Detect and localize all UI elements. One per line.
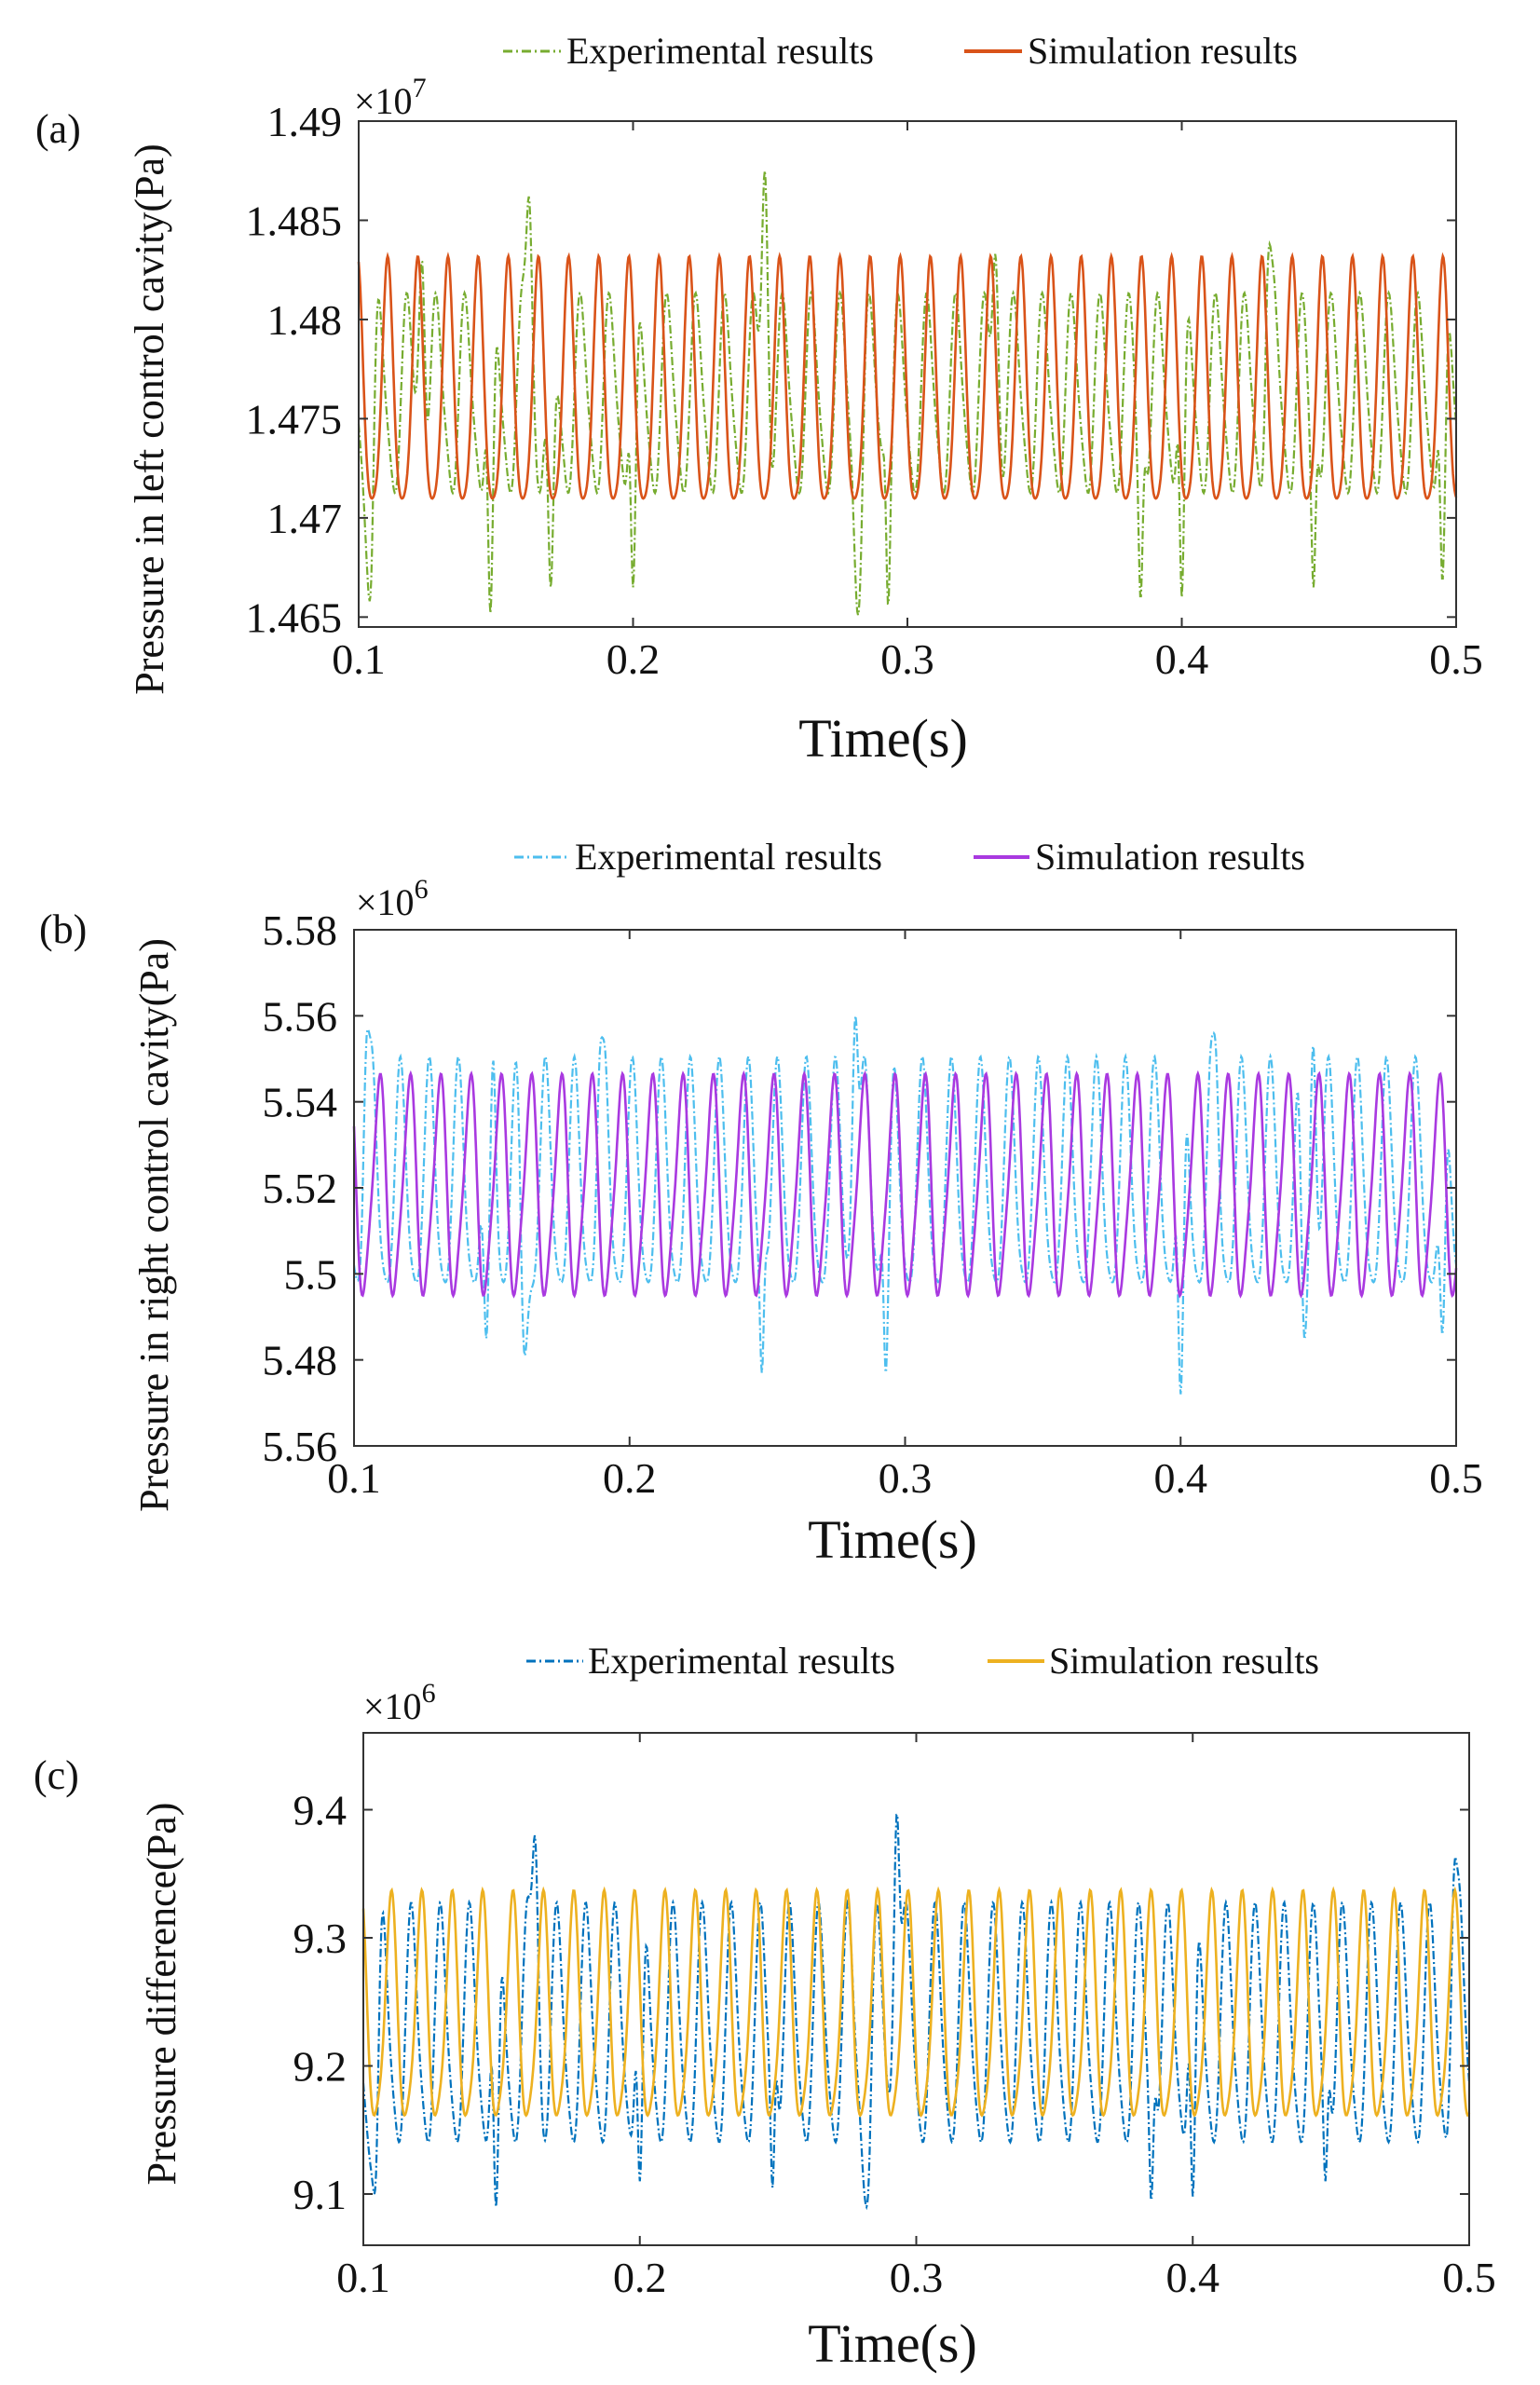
exponent-b: ×106 [356, 874, 429, 923]
y-tick-label-a: 1.485 [246, 197, 343, 244]
y-tick-label-a: 1.475 [246, 395, 343, 443]
x-tick-label-c: 0.2 [613, 2254, 667, 2301]
y-axis-label-a: Pressure in left control cavity(Pa) [127, 143, 172, 694]
x-tick-label-c: 0.1 [336, 2254, 390, 2301]
axes-box-c [362, 1732, 1470, 2246]
y-tick-label-b: 5.54 [263, 1079, 338, 1126]
x-tick-label-b: 0.1 [327, 1454, 381, 1502]
x-tick-label-a: 0.1 [332, 635, 386, 683]
y-tick-label-a: 1.47 [267, 495, 343, 542]
legend-a-simulation-label: Simulation results [1028, 30, 1298, 72]
y-tick-label-a: 1.48 [267, 296, 343, 344]
x-tick-label-a: 0.3 [880, 635, 934, 683]
y-tick-label-a: 1.49 [267, 98, 343, 145]
legend-b: Experimental results Simulation results [514, 836, 1305, 878]
x-tick-label-a: 0.5 [1429, 635, 1483, 683]
legend-a-experimental-label: Experimental results [566, 30, 874, 72]
plot-area-c: 0.1 0.2 0.3 0.4 0.5 9.1 9.2 9.3 9.4 [293, 1732, 1496, 2301]
y-tick-label-c: 9.3 [293, 1915, 348, 1962]
plot-area-a: 0.1 0.2 0.3 0.4 0.5 1.465 1.47 1.475 1.48 1.485 1.… [246, 98, 1483, 683]
panel-label-a: (a) [35, 106, 81, 152]
y-tick-label-b: 5.56 [263, 1423, 338, 1470]
exponent-a-base: ×10 [354, 80, 413, 122]
series-b-simulation-line [352, 1070, 1458, 1299]
panel-label-c: (c) [34, 1752, 79, 1798]
x-tick-label-b: 0.4 [1154, 1454, 1208, 1502]
exponent-c: ×106 [363, 1678, 436, 1727]
x-tick-label-b: 0.5 [1429, 1454, 1483, 1502]
panel-c: Experimental results Simulation results … [34, 1640, 1496, 2374]
y-tick-label-c: 9.4 [293, 1787, 348, 1834]
exponent-b-base: ×10 [356, 881, 415, 923]
y-tick-label-b: 5.58 [263, 906, 338, 954]
y-axis-label-c: Pressure difference(Pa) [139, 1803, 184, 2186]
series-b-experimental-line [352, 1015, 1458, 1395]
x-tick-label-c: 0.5 [1442, 2254, 1496, 2301]
y-tick-label-b: 5.48 [263, 1337, 338, 1384]
panel-b: Experimental results Simulation results … [39, 836, 1483, 1570]
y-tick-label-b: 5.5 [284, 1250, 338, 1298]
x-tick-label-c: 0.3 [890, 2254, 944, 2301]
x-tick-label-a: 0.2 [606, 635, 661, 683]
plot-area-b: 0.1 0.2 0.3 0.4 0.5 5.56 5.48 5.5 5.52 5.54 5.56 5.… [263, 906, 1483, 1502]
series-c-simulation-line [361, 1886, 1471, 2118]
exponent-b-power: 6 [415, 874, 429, 905]
legend-c-experimental-label: Experimental results [588, 1640, 895, 1682]
x-tick-label-b: 0.2 [603, 1454, 657, 1502]
legend-b-simulation-label: Simulation results [1035, 836, 1305, 878]
series-a-simulation-line [357, 252, 1458, 500]
x-axis-label-b: Time(s) [808, 1509, 977, 1570]
exponent-c-power: 6 [422, 1678, 436, 1709]
series-c-experimental-line [361, 1813, 1471, 2211]
x-tick-label-c: 0.4 [1166, 2254, 1220, 2301]
exponent-a: ×107 [354, 73, 427, 122]
panel-a: Experimental results Simulation results … [35, 30, 1483, 769]
y-tick-label-c: 9.1 [293, 2171, 348, 2218]
y-tick-label-a: 1.465 [246, 593, 343, 641]
exponent-c-base: ×10 [363, 1685, 422, 1727]
legend-c: Experimental results Simulation results [526, 1640, 1319, 1682]
legend-b-experimental-label: Experimental results [575, 836, 882, 878]
x-tick-label-b: 0.3 [879, 1454, 933, 1502]
x-axis-label-c: Time(s) [808, 2313, 977, 2374]
y-tick-label-b: 5.52 [263, 1165, 338, 1212]
exponent-a-power: 7 [413, 73, 427, 103]
legend-a: Experimental results Simulation results [503, 30, 1298, 72]
x-tick-label-a: 0.4 [1155, 635, 1209, 683]
x-axis-label-a: Time(s) [798, 708, 968, 769]
axes-box-a [358, 120, 1457, 628]
y-tick-label-b: 5.56 [263, 992, 338, 1040]
legend-c-simulation-label: Simulation results [1049, 1640, 1319, 1682]
y-axis-label-b: Pressure in right control cavity(Pa) [131, 938, 177, 1512]
y-tick-label-c: 9.2 [293, 2043, 348, 2091]
panel-label-b: (b) [39, 906, 87, 952]
